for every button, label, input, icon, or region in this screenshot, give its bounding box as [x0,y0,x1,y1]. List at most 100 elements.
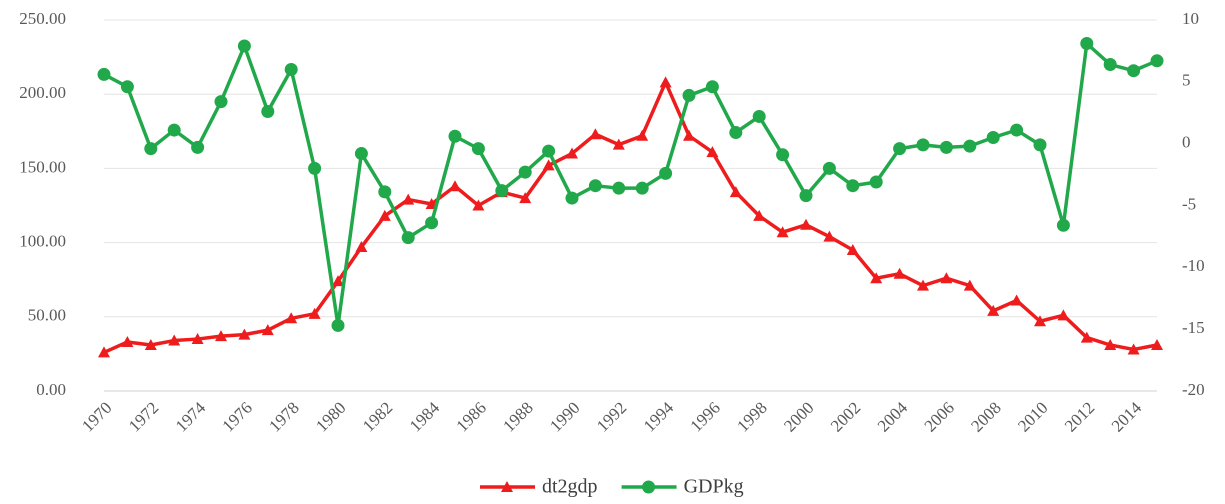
marker [729,186,742,198]
y2-tick-label: 10 [1182,9,1199,28]
marker [308,307,321,319]
marker [916,138,930,152]
marker [308,161,322,175]
y-tick-label: 0.00 [36,380,66,399]
marker [284,62,298,76]
marker [121,336,134,348]
x-tick-label: 2010 [1014,398,1051,435]
marker [1057,309,1070,321]
marker [893,267,906,279]
marker [449,180,461,192]
marker [869,175,883,189]
marker [167,123,181,137]
marker [800,218,812,230]
x-tick-label: 2006 [921,398,958,435]
legend-label: dt2gdp [542,476,598,498]
marker [378,209,391,221]
marker [1127,343,1140,355]
marker [355,241,368,253]
marker [261,324,274,336]
y2-tick-label: 5 [1182,71,1191,90]
marker [1080,331,1093,343]
marker [588,179,602,193]
x-tick-label: 1972 [125,398,162,435]
x-tick-label: 1990 [546,398,583,435]
marker [378,185,392,199]
x-tick-label: 2012 [1061,398,1098,435]
y2-tick-label: -20 [1182,380,1205,399]
marker [612,138,625,150]
marker [191,140,205,154]
marker [425,216,439,230]
x-tick-label: 1988 [499,398,536,435]
marker [215,330,227,342]
marker [238,328,251,340]
series-line [103,80,1158,355]
marker [729,126,743,140]
marker [987,304,1000,316]
x-tick-label: 1996 [687,398,724,435]
marker [963,279,976,291]
marker [893,142,907,156]
marker [144,338,157,350]
marker [589,128,602,140]
marker [635,181,649,195]
marker [846,244,859,256]
legend-label: GDPkg [684,476,744,498]
x-tick-label: 1974 [172,398,210,436]
marker [939,140,953,154]
x-tick-label: 1978 [265,398,302,435]
marker [471,142,485,156]
y2-tick-label: -5 [1182,194,1196,213]
marker [285,312,298,324]
x-tick-label: 1980 [312,398,349,435]
marker [659,166,673,180]
x-tick-label: 2000 [780,398,817,435]
marker [822,161,836,175]
marker [120,80,134,94]
marker [331,318,345,332]
marker [566,147,578,159]
marker [752,109,766,123]
marker [776,148,790,162]
marker [401,231,415,245]
marker [402,193,415,205]
marker [144,142,158,156]
x-tick-label: 1994 [640,398,678,436]
series-line [103,41,1158,328]
x-tick-label: 1992 [593,398,630,435]
marker [683,129,695,141]
x-tick-label: 1998 [733,398,770,435]
y-tick-label: 50.00 [28,306,66,325]
marker [354,147,368,161]
x-tick-label: 2002 [827,398,864,435]
marker [261,105,275,119]
x-tick-label: 2004 [874,398,912,436]
marker [636,129,649,141]
legend-item: dt2gdp [480,476,598,498]
marker [332,275,344,287]
x-tick-label: 2014 [1108,398,1146,436]
y-tick-label: 100.00 [19,232,66,251]
x-tick-label: 1970 [78,398,115,435]
marker [168,334,181,346]
y-tick-label: 150.00 [19,157,66,176]
x-tick-label: 1976 [219,398,256,435]
marker [495,184,509,198]
marker [705,80,719,94]
marker [682,88,696,102]
marker [917,279,929,291]
y-tick-label: 250.00 [19,9,66,28]
marker [799,189,813,203]
marker [472,199,485,211]
x-tick-label: 2008 [967,398,1004,435]
marker [97,67,111,81]
marker [1151,338,1163,350]
marker [659,76,672,88]
marker [518,165,532,179]
marker [1104,338,1117,350]
marker [542,144,556,158]
x-tick-label: 1986 [453,398,490,435]
marker [237,39,251,53]
